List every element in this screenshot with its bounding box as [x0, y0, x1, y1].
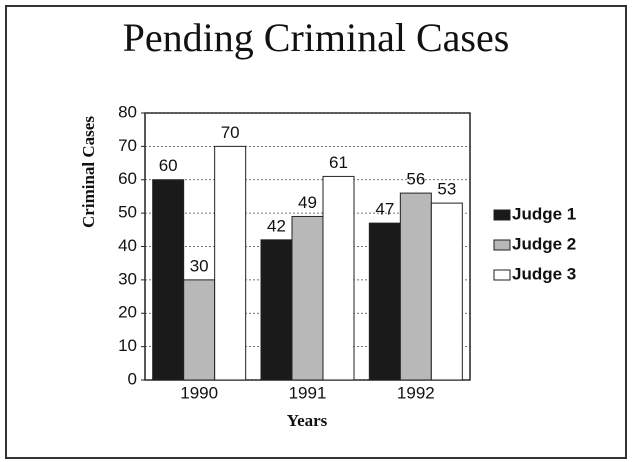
bar: [152, 179, 185, 381]
y-tick-label: 30: [118, 269, 137, 288]
data-label: 49: [298, 193, 317, 212]
bar: [183, 279, 216, 381]
y-tick-label: 70: [118, 136, 137, 155]
y-tick-label: 60: [118, 169, 137, 188]
legend-label: Judge 1: [512, 204, 576, 223]
y-tick-label: 0: [128, 369, 137, 388]
x-tick-label: 1991: [289, 383, 327, 402]
legend-swatch: [493, 209, 511, 221]
y-tick-label: 20: [118, 303, 137, 322]
legend-swatch: [493, 239, 511, 251]
x-axis-label: Years: [287, 411, 328, 430]
bar: [368, 222, 401, 381]
bar: [399, 192, 432, 381]
bar: [322, 175, 355, 381]
bar: [291, 215, 324, 381]
data-label: 70: [221, 123, 240, 142]
y-tick-label: 80: [118, 102, 137, 121]
legend-label: Judge 2: [512, 234, 576, 253]
y-tick-label: 10: [118, 336, 137, 355]
legend-swatch: [493, 269, 511, 281]
y-tick-label: 50: [118, 203, 137, 222]
bar: [214, 145, 247, 381]
data-label: 42: [267, 216, 286, 235]
data-label: 53: [437, 180, 456, 199]
bar: [430, 202, 463, 381]
data-label: 47: [375, 200, 394, 219]
y-tick-label: 40: [118, 236, 137, 255]
data-label: 56: [406, 170, 425, 189]
x-tick-label: 1990: [180, 383, 218, 402]
frame: [5, 5, 627, 459]
x-tick-label: 1992: [397, 383, 435, 402]
y-axis-label: Criminal Cases: [79, 116, 98, 228]
legend-label: Judge 3: [512, 264, 576, 283]
data-label: 30: [190, 256, 209, 275]
bar: [260, 239, 293, 381]
data-label: 61: [329, 153, 348, 172]
data-label: 60: [159, 156, 178, 175]
chart-title: Pending Criminal Cases: [123, 15, 510, 60]
